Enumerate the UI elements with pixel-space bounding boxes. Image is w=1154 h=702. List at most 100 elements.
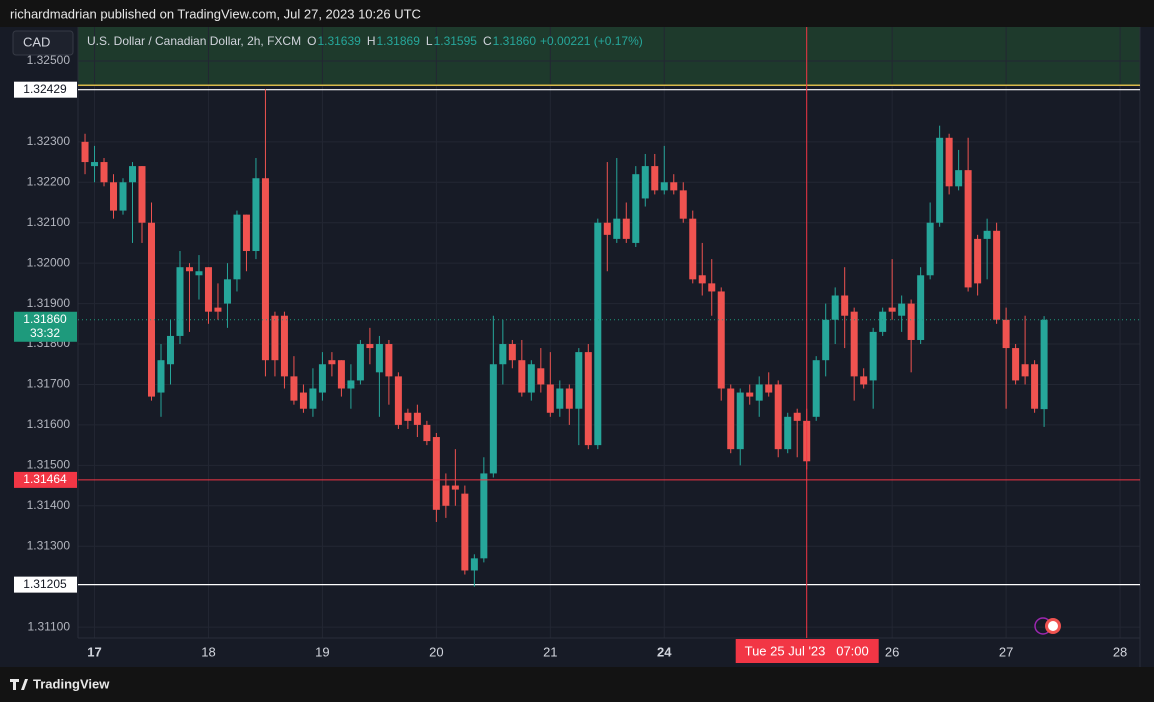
candle-body [594,222,602,446]
candle-body [765,384,773,393]
candle-body [755,384,763,401]
candle-body [736,392,744,450]
candle-body [442,485,450,506]
candle-body [898,303,906,316]
x-tick-label: 24 [657,644,672,659]
y-tick-label: 1.31700 [27,377,71,391]
x-tick-label: 19 [315,644,329,659]
candle-body [717,291,725,389]
candle-body [242,214,250,252]
y-tick-label: 1.31300 [27,538,71,552]
legend-ohlc-name: L [426,34,433,48]
zone-fill [78,27,1140,86]
crosshair-y-label: 1.31464 [23,472,67,486]
legend-ohlc-name: C [483,34,492,48]
candle-body [879,311,887,332]
candle-body [157,360,165,393]
candle-body [195,271,203,276]
legend-ohlc-name: O [307,34,316,48]
candle-body [147,222,155,397]
candle-body [110,182,118,211]
candle-body [983,230,991,239]
candle-body [575,352,583,409]
level-label-box [14,81,77,98]
candle-body [632,174,640,243]
y-tick-label: 1.31600 [27,417,71,431]
candle-body [1031,364,1039,409]
candle-body [91,162,99,167]
candle-body [945,137,953,187]
candle-body [1002,319,1010,349]
y-tick-label: 1.31100 [28,619,71,633]
crosshair-x-label: Tue 25 Jul '23 07:00 [745,643,869,658]
candle-body [651,166,659,191]
candle-body [271,315,279,361]
y-tick-label: 1.32500 [27,53,71,67]
candle-body [119,182,127,211]
candle-body [499,344,507,365]
x-tick-label: 17 [87,644,101,659]
candle-body [746,392,754,397]
y-tick-label: 1.32000 [27,255,71,269]
candle-body [489,364,497,474]
candle-body [964,170,972,288]
legend: U.S. Dollar / Canadian Dollar, 2h, FXCM O… [87,34,643,48]
candle-body [727,388,735,450]
candle-body [708,283,716,292]
y-tick-label: 1.32100 [27,215,71,229]
candle-body [461,493,469,571]
candle-body [841,295,849,316]
candle-body [81,141,89,163]
candle-body [214,307,222,312]
candle-body [356,344,364,381]
candle-body [917,275,925,340]
candle-body [907,303,915,340]
candle-body [869,331,877,381]
legend-ohlc-value: 1.31595 [434,34,478,48]
candle-body [689,218,697,280]
currency-label: CAD [23,34,50,49]
candle-body [470,558,478,571]
candle-body [660,182,668,191]
candle-body [1040,319,1048,410]
candle-body [261,178,269,361]
x-tick-label: 28 [1113,644,1127,659]
candle-body [404,412,412,421]
candle-body [774,384,782,450]
publish-header: richardmadrian published on TradingView.… [10,6,421,21]
candle-body [385,344,393,377]
candle-body [622,218,630,239]
candle-body [309,388,317,409]
candle-body [546,384,554,413]
x-tick-label: 27 [999,644,1013,659]
legend-change: +0.00221 (+0.17%) [540,34,643,48]
level-label: 1.32429 [23,82,67,96]
candle-body [413,412,421,425]
legend-ohlc-value: 1.31860 [493,34,537,48]
last-price-label: 1.31860 [23,312,67,326]
candle-body [204,267,212,312]
plot [77,27,1141,667]
candle-body [432,437,440,510]
y-tick-label: 1.31400 [27,498,71,512]
candle-body [347,380,355,389]
candle-body [299,392,307,409]
x-tick-label: 26 [885,644,899,659]
candle-body [537,368,545,385]
candle-body [850,311,858,377]
candle-body [926,222,934,276]
x-tick-label: 18 [201,644,215,659]
candle-body [698,275,706,284]
candle-body [793,412,801,421]
candle-body [993,230,1001,320]
last-price-box [14,311,77,342]
currency-button[interactable] [12,30,74,56]
crosshair-y-box [14,471,77,488]
candle-body [129,166,137,183]
candle-body [451,485,459,490]
candle-body [280,315,288,377]
legend-ohlc-name: H [367,34,376,48]
candle-body [252,178,260,252]
candle-body [888,307,896,312]
